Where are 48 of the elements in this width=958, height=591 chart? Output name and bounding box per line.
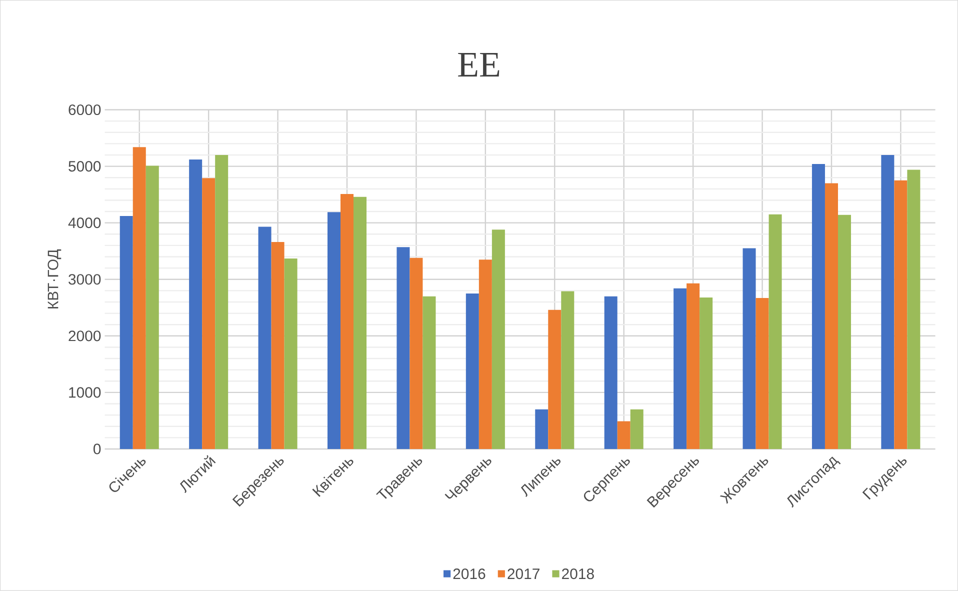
bar [742,248,756,450]
bar [327,212,340,450]
y-tick-label: 1000 [69,387,101,398]
bar [561,291,574,450]
legend-label: 2017 [508,568,540,580]
bar [907,170,920,450]
y-tick-label: 4000 [68,218,101,228]
bar [271,242,284,450]
legend-label: 2018 [562,568,594,580]
bar [768,214,782,450]
bar [215,155,228,450]
bar [410,258,423,450]
bar [824,183,838,450]
y-axis-title: КВТ·ГОД [48,249,62,308]
bar [396,247,410,450]
bar [617,421,630,450]
bar [756,298,769,450]
bar [466,294,479,450]
bar [120,216,133,450]
bar [284,258,298,450]
y-tick-label: 2000 [68,330,101,342]
bar [838,215,851,450]
y-tick-label: 0 [94,444,101,454]
bar [812,164,825,450]
bar [604,296,618,450]
bar [881,155,894,450]
bar [354,196,367,450]
bar [535,410,548,450]
bar [548,310,562,450]
y-tick-label: 6000 [68,104,101,116]
y-tick-label: 5000 [68,161,101,172]
bar [674,288,687,450]
bar [132,147,146,450]
bar [146,166,159,450]
bar [630,410,644,450]
bar [686,283,700,450]
bar [189,160,202,450]
bar [340,194,354,450]
legend-label: 2016 [453,568,486,580]
bar [422,296,436,450]
y-tick-label: 3000 [68,274,101,285]
bar [478,260,492,450]
bar [700,298,713,450]
bar [894,180,908,450]
bar [258,226,272,450]
chart-title: ЕЕ [458,53,500,77]
bar [202,178,216,450]
bar [492,230,505,450]
